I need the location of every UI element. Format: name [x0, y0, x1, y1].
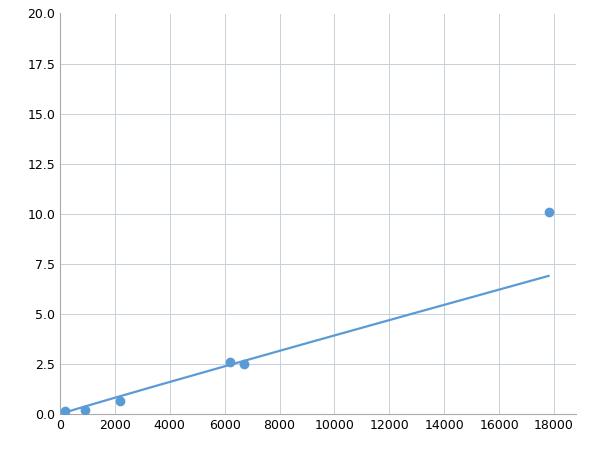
Point — [226, 358, 235, 365]
Point — [116, 397, 125, 405]
Point — [544, 208, 553, 216]
Point — [239, 360, 248, 368]
Point — [80, 406, 89, 414]
Point — [61, 407, 70, 414]
